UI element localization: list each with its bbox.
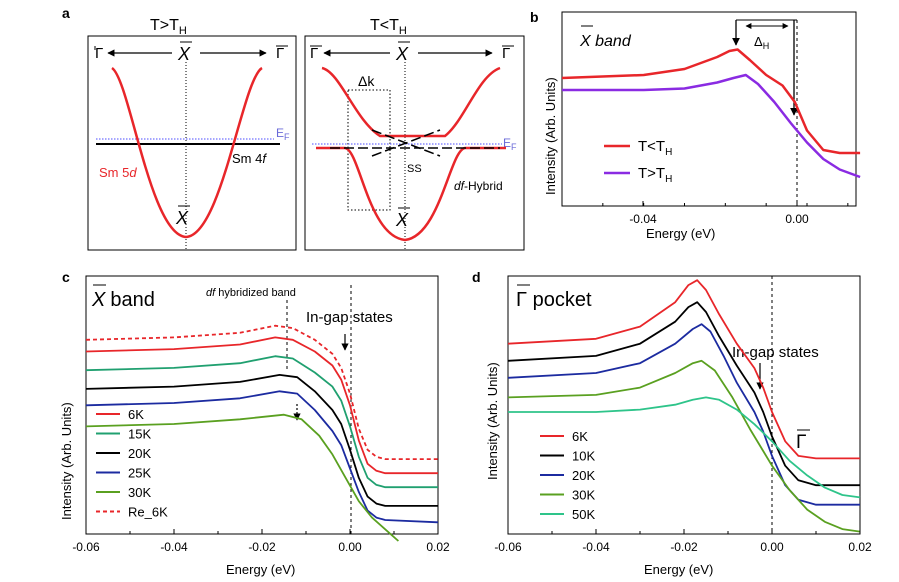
- x-bottom-label: X: [175, 208, 189, 228]
- ef-label-r: EF: [503, 136, 517, 152]
- series-line-10k: [507, 301, 860, 487]
- legend-label: 6K: [128, 407, 144, 422]
- gamma-left-label: Γ: [95, 45, 103, 62]
- x-tick-label: -0.04: [629, 212, 657, 226]
- gamma-right-label-r: Γ: [502, 45, 510, 62]
- panel-c-df-annotation: df hybridized band: [206, 287, 296, 299]
- legend-label: 15K: [128, 427, 151, 442]
- legend-label: 25K: [128, 466, 151, 481]
- panel-b-legend: T<TH T>TH: [604, 138, 672, 185]
- series-line-30k: [85, 413, 399, 542]
- panel-b-curves: [561, 48, 861, 179]
- panel-c-xlabel: Energy (eV): [226, 562, 295, 577]
- ef-label: EF: [276, 126, 290, 142]
- series-line-30k: [507, 359, 861, 533]
- x-bottom-label-r: X: [395, 210, 409, 230]
- legend-label: T>TH: [638, 165, 672, 185]
- legend-label: 20K: [572, 468, 595, 483]
- sm5d-band: [111, 66, 263, 239]
- panel-d-xlabel: Energy (eV): [644, 562, 713, 577]
- df-hybrid-label: df-Hybrid: [454, 179, 503, 193]
- panel-b-ticks: -0.04 0.00: [561, 201, 849, 226]
- x-tick-label: -0.02: [670, 540, 698, 554]
- x-tick-label: 0.00: [785, 212, 809, 226]
- x-tick-label: 0.00: [338, 540, 362, 554]
- panel-d-ticks: -0.06 -0.04 -0.02 0.00 0.02: [494, 529, 872, 554]
- x-tick-label: 0.02: [848, 540, 872, 554]
- legend-label: 10K: [572, 449, 595, 464]
- lower-hybrid-band: [316, 146, 506, 242]
- upper-hybrid-band: [321, 66, 501, 138]
- panel-b-title: X band: [579, 33, 632, 50]
- delta-k-label: Δk: [358, 73, 375, 89]
- panel-a-right: T<TH Γ X Γ Δk EF SS df-Hybrid X: [304, 17, 525, 251]
- series-line-6k: [85, 336, 438, 475]
- panel-b-ylabel: Intensity (Arb. Units): [543, 77, 558, 195]
- panel-a-left-frame: [87, 35, 297, 251]
- x-tick-label: -0.04: [582, 540, 610, 554]
- series-line-6k: [507, 279, 860, 460]
- series-line-15k: [85, 355, 438, 489]
- legend-label: Re_6K: [128, 505, 168, 520]
- panel-c-ticks: -0.06 -0.04 -0.02 0.00 0.02: [72, 529, 450, 554]
- x-tick-label: -0.06: [72, 540, 100, 554]
- series-line-25k: [85, 390, 439, 524]
- panel-c-curves: [85, 324, 439, 542]
- x-tick-label: -0.02: [248, 540, 276, 554]
- panel-c-ingap-label: In-gap states: [306, 309, 393, 326]
- panel-d-legend: 6K 10K 20K 30K 50K: [540, 429, 595, 522]
- x-tick-label: -0.06: [494, 540, 522, 554]
- ss-dash-2: [371, 129, 441, 157]
- panel-label-d: d: [472, 269, 481, 285]
- panel-d-gamma-label: Γ: [796, 432, 806, 453]
- x-center-label: X: [177, 44, 191, 64]
- gamma-right-label: Γ: [276, 45, 284, 62]
- legend-label: 6K: [572, 429, 588, 444]
- panel-b-xlabel: Energy (eV): [646, 226, 715, 241]
- panel-c-legend: 6K 15K 20K 25K 30K Re_6K: [96, 407, 168, 520]
- delta-h-label: ΔH: [754, 34, 769, 51]
- panel-a-left-title: T>TH: [150, 17, 187, 37]
- panel-label-b: b: [530, 9, 539, 25]
- sm4f-label: Sm 4f: [232, 151, 267, 166]
- panel-c-ylabel: Intensity (Arb. Units): [59, 402, 74, 520]
- sm5d-label: Sm 5d: [99, 165, 137, 180]
- series-line-t-t: [562, 73, 861, 179]
- legend-label: T<TH: [638, 138, 672, 158]
- x-tick-label: 0.02: [426, 540, 450, 554]
- x-center-label-r: X: [395, 44, 409, 64]
- x-tick-label: -0.04: [160, 540, 188, 554]
- series-line-20k: [85, 374, 438, 507]
- legend-label: 50K: [572, 507, 595, 522]
- panel-b-frame: [561, 11, 857, 207]
- legend-label: 30K: [572, 488, 595, 503]
- legend-label: 30K: [128, 485, 151, 500]
- gamma-left-label-r: Γ: [310, 45, 318, 62]
- series-line-re-6k: [85, 324, 438, 460]
- panel-a-right-title: T<TH: [370, 17, 407, 37]
- panel-label-a: a: [62, 5, 70, 21]
- x-tick-label: 0.00: [760, 540, 784, 554]
- panel-label-c: c: [62, 269, 70, 285]
- panel-a-left: T>TH Γ X Γ EF Sm 4f Sm 5d X: [87, 17, 297, 251]
- panel-d: Intensity (Arb. Units) Energy (eV) Γ poc…: [485, 275, 872, 577]
- series-line-t-t: [561, 48, 861, 155]
- panel-d-ingap-label: In-gap states: [732, 344, 819, 361]
- panel-b: Intensity (Arb. Units) Energy (eV) X ban…: [543, 11, 861, 241]
- ss-label: SS: [407, 163, 422, 175]
- panel-d-curves: [507, 279, 861, 533]
- series-line-50k: [508, 396, 861, 499]
- legend-label: 20K: [128, 446, 151, 461]
- panel-d-title: Γ pocket: [516, 289, 592, 311]
- panel-d-ylabel: Intensity (Arb. Units): [485, 362, 500, 480]
- panel-a-right-frame: [304, 35, 525, 251]
